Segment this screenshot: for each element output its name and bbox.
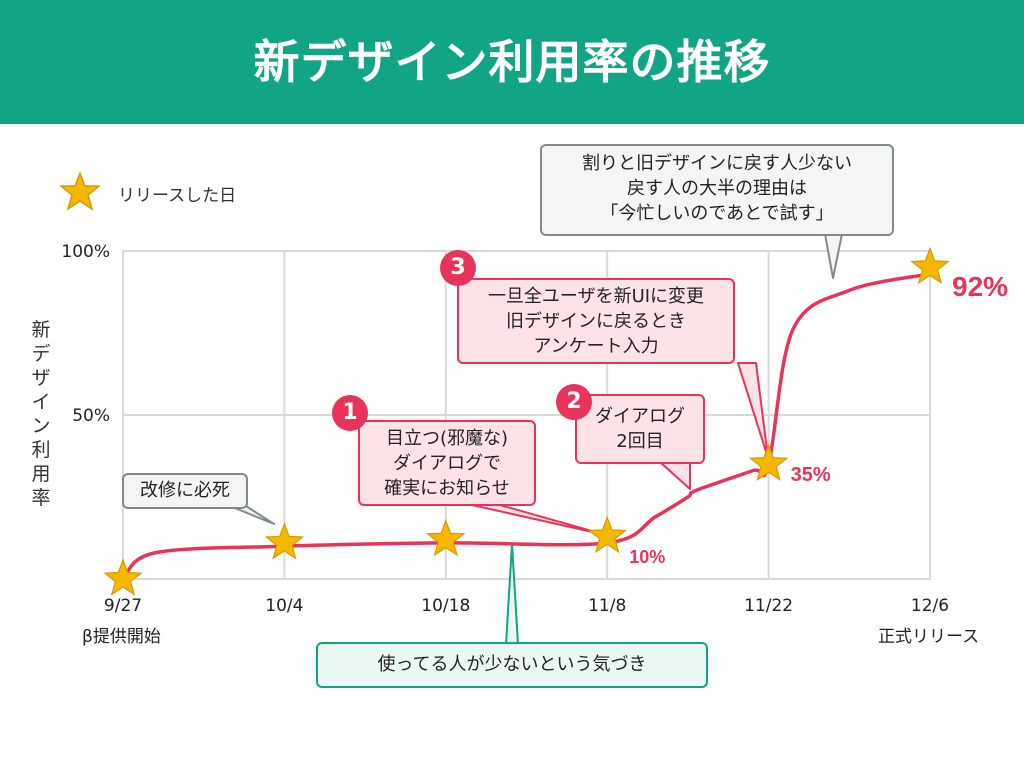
x-tick-label: 11/22 [744,596,793,616]
legend-label: リリースした日 [118,186,237,206]
leader-switch-all [737,362,769,459]
x-tick-label: 11/8 [588,596,626,616]
release-star-icon [264,522,305,560]
callout-dialog-1: 目立つ(邪魔な) ダイアログで 確実にお知らせ [358,420,536,506]
leader-dialog-2 [659,461,691,490]
release-star-icon [910,246,950,285]
x-sublabel-release: 正式リリース [878,627,980,647]
callout-modification: 改修に必死 [122,473,248,509]
y-tick-label: 100% [61,242,110,262]
y-tick-label: 50% [72,406,110,426]
step-badge-1: 1 [332,395,368,431]
release-star-icon [103,558,143,596]
step-badge-3: 3 [440,250,476,286]
callout-revert-reason: 割りと旧デザインに戻す人少ない 戻す人の大半の理由は 「今忙しいのであとで試す」 [540,144,894,236]
leader-dialog-1 [471,504,607,536]
x-tick-label: 10/18 [421,596,470,616]
release-star-icon [748,443,789,481]
callout-dialog-2: ダイアログ 2回目 [575,394,705,464]
leader-insight [505,543,519,645]
annotation-10-percent: 10% [629,547,666,568]
callout-switch-all: 一旦全ユーザを新UIに変更 旧デザインに戻るとき アンケート入力 [457,278,735,364]
release-star-icon [426,518,466,557]
title-banner: 新デザイン利用率の推移 [0,0,1024,124]
y-axis-label: 新 デ ザ イ ン 利 用 率 [31,319,51,509]
legend-star-icon [60,172,100,211]
step-badge-2: 2 [556,384,592,420]
x-tick-label: 9/27 [104,596,142,616]
release-star-icon [587,515,627,554]
x-tick-label: 12/6 [911,596,949,616]
annotation-35-percent: 35% [790,464,831,487]
annotation-92-percent: 92% [952,271,1009,303]
callout-insight: 使ってる人が少ないという気づき [316,642,708,688]
x-sublabel-beta: β提供開始 [82,627,161,647]
page-title: 新デザイン利用率の推移 [253,35,771,89]
x-tick-label: 10/4 [265,596,303,616]
leader-revert [824,233,843,279]
